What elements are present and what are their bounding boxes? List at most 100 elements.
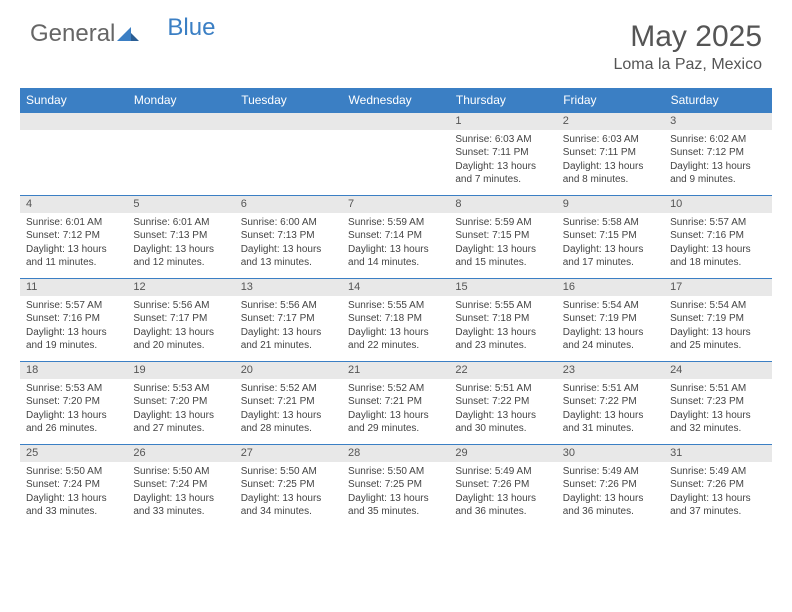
sunrise-text: Sunrise: 5:56 AM — [133, 299, 228, 313]
day-detail-row: Sunrise: 6:03 AMSunset: 7:11 PMDaylight:… — [20, 130, 772, 196]
sunrise-text: Sunrise: 6:01 AM — [26, 216, 121, 230]
sunset-text: Sunset: 7:16 PM — [26, 312, 121, 326]
sunrise-text: Sunrise: 5:59 AM — [348, 216, 443, 230]
daylight-text: Daylight: 13 hours and 13 minutes. — [241, 243, 336, 270]
day-detail-cell: Sunrise: 5:50 AMSunset: 7:25 PMDaylight:… — [342, 462, 449, 528]
day-number-cell: 1 — [449, 113, 556, 130]
day-detail-cell: Sunrise: 5:58 AMSunset: 7:15 PMDaylight:… — [557, 213, 664, 279]
sunrise-text: Sunrise: 5:50 AM — [241, 465, 336, 479]
day-number-row: 11121314151617 — [20, 279, 772, 296]
daylight-text: Daylight: 13 hours and 25 minutes. — [670, 326, 765, 353]
day-header-row: Sunday Monday Tuesday Wednesday Thursday… — [20, 88, 772, 113]
day-detail-cell: Sunrise: 6:01 AMSunset: 7:13 PMDaylight:… — [127, 213, 234, 279]
sunrise-text: Sunrise: 5:49 AM — [563, 465, 658, 479]
day-number-cell: 17 — [664, 279, 771, 296]
day-number-cell: 31 — [664, 445, 771, 462]
triangle-icon — [117, 20, 139, 48]
day-number-cell: 25 — [20, 445, 127, 462]
sunset-text: Sunset: 7:21 PM — [348, 395, 443, 409]
day-number-cell: 16 — [557, 279, 664, 296]
day-detail-cell: Sunrise: 6:02 AMSunset: 7:12 PMDaylight:… — [664, 130, 771, 196]
day-detail-cell: Sunrise: 5:49 AMSunset: 7:26 PMDaylight:… — [449, 462, 556, 528]
daylight-text: Daylight: 13 hours and 35 minutes. — [348, 492, 443, 519]
sunrise-text: Sunrise: 5:54 AM — [563, 299, 658, 313]
sunrise-text: Sunrise: 5:51 AM — [563, 382, 658, 396]
day-number-cell: 5 — [127, 196, 234, 213]
day-number-cell: 22 — [449, 362, 556, 379]
sunset-text: Sunset: 7:17 PM — [133, 312, 228, 326]
day-header: Monday — [127, 88, 234, 113]
sunset-text: Sunset: 7:24 PM — [133, 478, 228, 492]
sunset-text: Sunset: 7:25 PM — [348, 478, 443, 492]
day-detail-cell: Sunrise: 5:57 AMSunset: 7:16 PMDaylight:… — [20, 296, 127, 362]
day-header: Tuesday — [235, 88, 342, 113]
daylight-text: Daylight: 13 hours and 36 minutes. — [455, 492, 550, 519]
sunrise-text: Sunrise: 5:58 AM — [563, 216, 658, 230]
day-detail-row: Sunrise: 5:57 AMSunset: 7:16 PM Daylight:… — [20, 296, 772, 362]
daylight-text: Daylight: 13 hours and 14 minutes. — [348, 243, 443, 270]
sunrise-text: Sunrise: 5:55 AM — [348, 299, 443, 313]
daylight-text: Daylight: 13 hours and 21 minutes. — [241, 326, 336, 353]
sunset-text: Sunset: 7:17 PM — [241, 312, 336, 326]
sunset-text: Sunset: 7:22 PM — [455, 395, 550, 409]
page-header: General Blue May 2025 Loma la Paz, Mexic… — [0, 0, 792, 82]
day-header: Sunday — [20, 88, 127, 113]
sunrise-text: Sunrise: 5:53 AM — [26, 382, 121, 396]
daylight-text: Daylight: 13 hours and 9 minutes. — [670, 160, 765, 187]
title-block: May 2025 Loma la Paz, Mexico — [613, 20, 762, 74]
daylight-text: Daylight: 13 hours and 28 minutes. — [241, 409, 336, 436]
day-detail-cell: Sunrise: 5:52 AMSunset: 7:21 PMDaylight:… — [235, 379, 342, 445]
day-detail-cell: Sunrise: 5:59 AMSunset: 7:14 PMDaylight:… — [342, 213, 449, 279]
day-number-cell: 9 — [557, 196, 664, 213]
day-detail-cell: Sunrise: 5:52 AMSunset: 7:21 PMDaylight:… — [342, 379, 449, 445]
sunrise-text: Sunrise: 5:55 AM — [455, 299, 550, 313]
day-detail-cell — [127, 130, 234, 196]
day-number-cell: 20 — [235, 362, 342, 379]
day-detail-cell: Sunrise: 5:54 AMSunset: 7:19 PMDaylight:… — [664, 296, 771, 362]
day-number-cell: 12 — [127, 279, 234, 296]
sunset-text: Sunset: 7:11 PM — [563, 146, 658, 160]
day-detail-cell: Sunrise: 5:49 AMSunset: 7:26 PMDaylight:… — [557, 462, 664, 528]
daylight-text: Daylight: 13 hours and 32 minutes. — [670, 409, 765, 436]
sunset-text: Sunset: 7:11 PM — [455, 146, 550, 160]
daylight-text: Daylight: 13 hours and 27 minutes. — [133, 409, 228, 436]
day-number-cell: 2 — [557, 113, 664, 130]
daylight-text: Daylight: 13 hours and 29 minutes. — [348, 409, 443, 436]
calendar-table: Sunday Monday Tuesday Wednesday Thursday… — [20, 88, 772, 528]
sunset-text: Sunset: 7:26 PM — [455, 478, 550, 492]
sunrise-text: Sunrise: 5:49 AM — [455, 465, 550, 479]
location-label: Loma la Paz, Mexico — [613, 56, 762, 74]
sunrise-text: Sunrise: 5:57 AM — [26, 299, 121, 313]
day-detail-cell: Sunrise: 5:49 AMSunset: 7:26 PMDaylight:… — [664, 462, 771, 528]
daylight-text: Daylight: 13 hours and 11 minutes. — [26, 243, 121, 270]
daylight-text: Daylight: 13 hours and 26 minutes. — [26, 409, 121, 436]
day-header: Thursday — [449, 88, 556, 113]
day-detail-cell — [235, 130, 342, 196]
day-detail-cell: Sunrise: 6:00 AMSunset: 7:13 PMDaylight:… — [235, 213, 342, 279]
sunrise-text: Sunrise: 5:50 AM — [26, 465, 121, 479]
day-number-cell: 18 — [20, 362, 127, 379]
sunrise-text: Sunrise: 5:50 AM — [348, 465, 443, 479]
day-number-cell: 19 — [127, 362, 234, 379]
day-number-cell: 21 — [342, 362, 449, 379]
day-detail-cell: Sunrise: 5:55 AMSunset: 7:18 PMDaylight:… — [449, 296, 556, 362]
day-number-row: 123 — [20, 113, 772, 130]
sunset-text: Sunset: 7:13 PM — [241, 229, 336, 243]
sunrise-text: Sunrise: 5:51 AM — [455, 382, 550, 396]
day-header: Saturday — [664, 88, 771, 113]
day-number-cell: 14 — [342, 279, 449, 296]
day-number-cell — [342, 113, 449, 130]
sunrise-text: Sunrise: 5:49 AM — [670, 465, 765, 479]
daylight-text: Daylight: 13 hours and 33 minutes. — [133, 492, 228, 519]
sunset-text: Sunset: 7:15 PM — [455, 229, 550, 243]
day-detail-cell: Sunrise: 5:54 AMSunset: 7:19 PMDaylight:… — [557, 296, 664, 362]
day-detail-cell: Sunrise: 5:50 AMSunset: 7:25 PMDaylight:… — [235, 462, 342, 528]
daylight-text: Daylight: 13 hours and 36 minutes. — [563, 492, 658, 519]
day-detail-row: Sunrise: 5:53 AMSunset: 7:20 PMDaylight:… — [20, 379, 772, 445]
day-detail-cell: Sunrise: 5:59 AMSunset: 7:15 PMDaylight:… — [449, 213, 556, 279]
day-number-cell — [20, 113, 127, 130]
sunrise-text: Sunrise: 5:52 AM — [348, 382, 443, 396]
sunset-text: Sunset: 7:26 PM — [670, 478, 765, 492]
day-detail-cell: Sunrise: 5:50 AMSunset: 7:24 PMDaylight:… — [20, 462, 127, 528]
day-number-cell: 27 — [235, 445, 342, 462]
